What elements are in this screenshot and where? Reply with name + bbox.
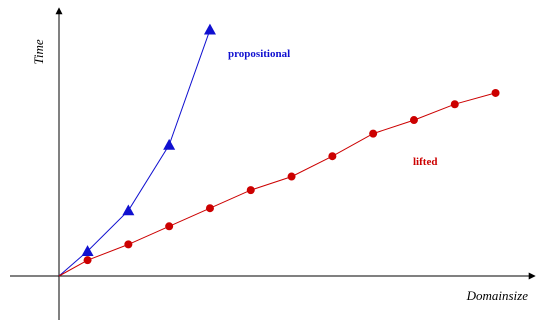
lifted-point: [369, 129, 378, 138]
propositional-point: [81, 245, 94, 256]
lifted-point: [246, 186, 255, 195]
propositional-series-label: propositional: [228, 48, 290, 60]
lifted-point: [165, 222, 174, 231]
propositional-point: [203, 23, 216, 35]
lifted-point: [450, 100, 459, 109]
x-axis-label: Domainsize: [466, 288, 529, 303]
lifted-point: [83, 256, 92, 265]
lifted-point: [287, 172, 296, 181]
lifted-point: [124, 240, 133, 249]
lifted-line: [58, 92, 496, 277]
propositional-point: [163, 138, 176, 150]
lifted-series-label: lifted: [413, 156, 437, 168]
lifted-point: [491, 88, 500, 97]
lifted-point: [205, 204, 214, 213]
propositional-point: [122, 204, 135, 216]
lifted-point: [409, 116, 418, 125]
propositional-line: [58, 29, 211, 277]
series-layer: propositional lifted: [58, 23, 500, 277]
lifted-point: [328, 152, 337, 161]
y-axis-label: Time: [31, 39, 46, 65]
